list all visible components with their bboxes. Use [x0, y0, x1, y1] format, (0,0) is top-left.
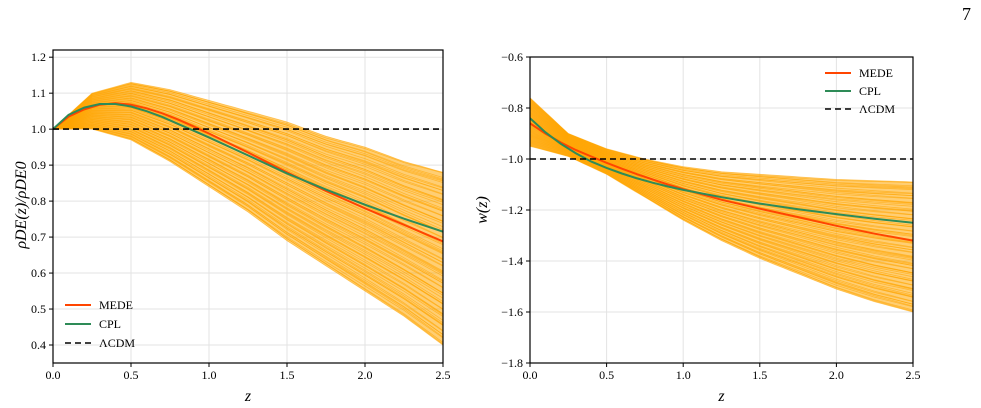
sample-curve	[53, 84, 443, 181]
sample-curve	[53, 115, 443, 284]
sample-curve	[53, 109, 443, 260]
x-tick-label: 2.0	[358, 368, 373, 382]
sample-curve	[53, 87, 443, 191]
sample-curve	[53, 94, 443, 212]
y-tick-label: −1.8	[501, 356, 523, 370]
sample-curve	[53, 97, 443, 222]
sample-curve	[53, 121, 443, 315]
series-line-cpl	[53, 103, 443, 233]
x-tick-label: 1.0	[676, 368, 691, 382]
x-axis-label: z	[244, 388, 252, 405]
series-line-cpl	[530, 117, 913, 224]
sample-curve	[53, 99, 443, 231]
panel-equation-of-state: 0.0 0.5 1.0 1.5 2.0 2.5 −1.8 −1.6 −1.4 −1.2 −1.0 −0…	[474, 50, 921, 405]
series-line-mede	[530, 122, 913, 242]
sample-curve	[53, 119, 443, 305]
y-tick-label: 0.6	[31, 266, 46, 280]
sample-curve	[53, 127, 443, 345]
legend: MEDE CPL ΛCDM	[65, 298, 135, 350]
sample-curve	[53, 85, 443, 188]
legend-label: CPL	[99, 317, 121, 331]
sample-curve	[530, 139, 913, 297]
y-tick-label: 0.4	[31, 338, 46, 352]
legend-label: ΛCDM	[859, 102, 895, 116]
sample-curve	[53, 82, 443, 180]
y-tick-label: 0.9	[31, 158, 46, 172]
y-tick-label: 0.5	[31, 302, 46, 316]
sample-curve	[530, 113, 913, 228]
x-tick-label: 1.0	[202, 368, 217, 382]
x-tick-label: 2.5	[906, 368, 921, 382]
sample-curve	[53, 110, 443, 263]
sample-curve	[53, 120, 443, 310]
sample-curve	[530, 101, 913, 196]
sample-curve	[53, 126, 443, 338]
sample-curve	[53, 113, 443, 274]
sample-curve	[53, 112, 443, 273]
x-tick-label: 0.0	[523, 368, 538, 382]
y-tick-label: −0.8	[501, 101, 523, 115]
sample-curve	[53, 92, 443, 209]
y-tick-label: 1.1	[31, 86, 46, 100]
series-group	[53, 102, 443, 243]
sample-curve	[53, 118, 443, 294]
y-axis-label: w(z)	[474, 196, 491, 224]
series-group	[530, 117, 913, 242]
y-tick-label: 0.7	[31, 230, 46, 244]
y-tick-label: −1.4	[501, 254, 523, 268]
sample-curve	[53, 97, 443, 222]
legend: MEDE CPL ΛCDM	[825, 66, 895, 116]
sample-curve	[530, 109, 913, 219]
sample-curve	[53, 114, 443, 281]
legend-label: MEDE	[99, 298, 133, 312]
plot-frame	[52, 49, 444, 364]
legend-label: ΛCDM	[99, 336, 135, 350]
sample-curve	[53, 88, 443, 195]
sample-curve	[530, 106, 913, 210]
sample-curve	[53, 81, 443, 173]
y-axis-label: ρDE(z)/ρDE0	[13, 161, 30, 249]
y-tick-label: 1.0	[31, 122, 46, 136]
sample-curve	[53, 121, 443, 316]
sample-curve	[53, 118, 443, 303]
sample-curve	[53, 89, 443, 201]
sample-curve	[530, 99, 913, 189]
y-tick-label: −1.0	[501, 152, 523, 166]
sample-curve	[53, 115, 443, 288]
x-tick-label: 0.0	[46, 368, 61, 382]
sample-curve	[530, 103, 913, 204]
sample-curve	[53, 117, 443, 294]
x-tick-label: 1.5	[752, 368, 767, 382]
sample-curve	[53, 108, 443, 253]
x-axis-label: z	[717, 388, 725, 405]
series-line-mede	[53, 102, 443, 243]
posterior-samples	[530, 97, 913, 313]
legend-label: MEDE	[859, 66, 893, 80]
sample-curve	[53, 111, 443, 266]
sample-curve	[530, 130, 913, 274]
sample-curve	[53, 91, 443, 202]
sample-curve	[53, 128, 443, 346]
x-tick-label: 1.5	[280, 368, 295, 382]
y-tick-label: −1.6	[501, 305, 523, 319]
sample-curve	[53, 95, 443, 217]
y-tick-label: −1.2	[501, 203, 523, 217]
page-number: 7	[962, 4, 971, 24]
sample-curve	[530, 97, 913, 183]
panel-energy-density: 0.0 0.5 1.0 1.5 2.0 2.5 0.4 0.5 0.6 0.7 0.8 0.9 1.0 1…	[13, 49, 451, 405]
sample-curve	[53, 124, 443, 325]
legend-label: CPL	[859, 84, 881, 98]
y-tick-label: 1.2	[31, 50, 46, 64]
y-tick-label: −0.6	[501, 50, 523, 64]
posterior-samples	[53, 81, 443, 346]
sample-curve	[53, 124, 443, 331]
sample-curve	[53, 125, 443, 335]
x-tick-label: 0.5	[124, 368, 139, 382]
x-tick-label: 2.5	[436, 368, 451, 382]
x-tick-label: 0.5	[599, 368, 614, 382]
y-tick-label: 0.8	[31, 194, 46, 208]
x-tick-label: 2.0	[829, 368, 844, 382]
